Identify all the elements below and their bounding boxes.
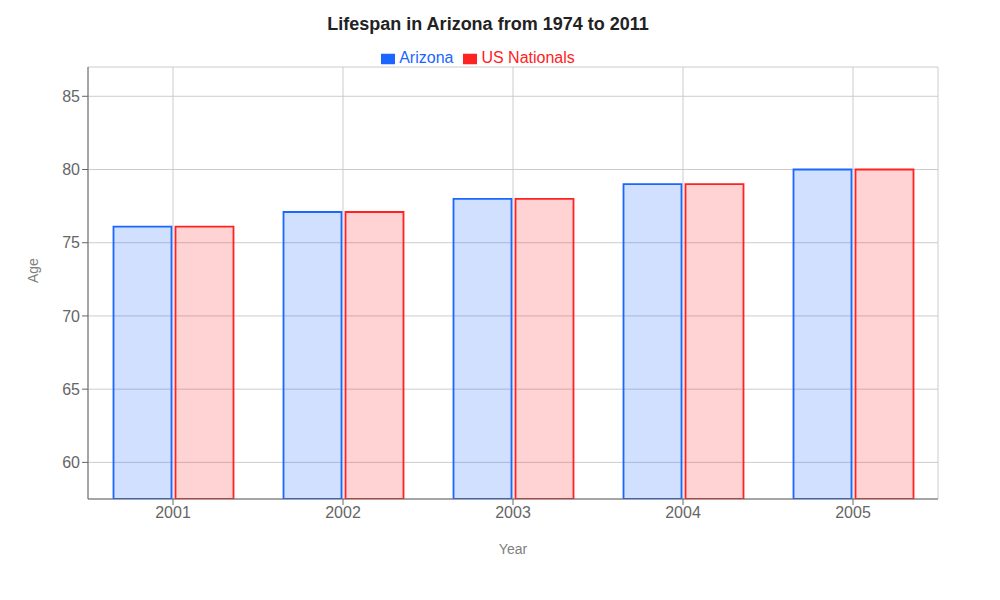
svg-text:85: 85 <box>62 88 80 105</box>
svg-text:75: 75 <box>62 234 80 251</box>
svg-text:65: 65 <box>62 381 80 398</box>
html-text:US Nationals: US Nationals <box>481 49 575 66</box>
svg-text:Year: Year <box>499 541 528 557</box>
svg-text:80: 80 <box>62 161 80 178</box>
svg-text:2004: 2004 <box>665 504 701 521</box>
svg-text:60: 60 <box>62 454 80 471</box>
svg-text:70: 70 <box>62 308 80 325</box>
svg-text:Age: Age <box>25 258 41 283</box>
svg-text:2005: 2005 <box>835 504 871 521</box>
svg-text:2002: 2002 <box>325 504 361 521</box>
svg-text:2001: 2001 <box>155 504 191 521</box>
html-text:Arizona: Arizona <box>399 49 454 66</box>
html-text:Lifespan in Arizona from 1974: Lifespan in Arizona from 1974 to 2011 <box>327 14 649 34</box>
svg-text:2003: 2003 <box>495 504 531 521</box>
